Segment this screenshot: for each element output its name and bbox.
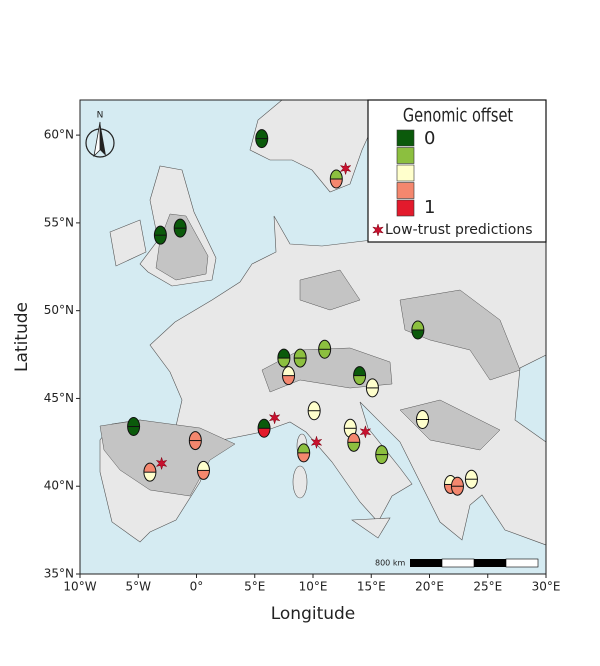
marker-top (330, 170, 343, 179)
marker-bottom (174, 228, 187, 238)
y-tick-label: 45°N (44, 391, 74, 405)
marker-top (297, 443, 310, 453)
markers (127, 129, 478, 496)
x-tick-label: 15°E (357, 580, 386, 594)
marker-bottom (143, 472, 156, 482)
marker-top (411, 320, 424, 330)
scale-segment (441, 558, 475, 568)
low-trust-star (310, 435, 323, 450)
legend-star (372, 223, 384, 237)
marker-top (308, 401, 321, 411)
legend-swatch (396, 199, 415, 217)
marker-top (465, 470, 478, 480)
x-tick-label: 10°W (63, 580, 96, 594)
x-tick-label: 20°E (415, 580, 444, 594)
marker-top (347, 433, 360, 443)
y-tick-label: 55°N (44, 215, 74, 229)
legend-star-label: Low-trust predictions (385, 222, 533, 238)
marker-bottom (318, 349, 331, 359)
sicily (351, 517, 391, 539)
low-trust-star (339, 161, 352, 176)
marker-bottom (308, 410, 321, 420)
scale-segment (474, 559, 506, 567)
y-tick-label: 50°N (44, 303, 74, 317)
y-tick-label: 40°N (44, 479, 74, 493)
legend-swatch (396, 147, 415, 164)
marker-bottom (255, 138, 268, 148)
y-tick-label: 35°N (44, 567, 74, 581)
legend-swatch (396, 164, 415, 182)
marker-top (197, 461, 210, 471)
marker-top (277, 349, 290, 359)
marker-top (255, 129, 268, 139)
legend-low-label: 0 (424, 128, 435, 149)
scale-bar: 800 km (375, 558, 539, 568)
marker-bottom (411, 329, 424, 339)
marker-bottom (154, 235, 167, 245)
scale-segment (410, 559, 442, 567)
north-arrow: N (85, 111, 115, 158)
marker-bottom (277, 358, 290, 368)
x-tick-label: 5°E (244, 580, 265, 594)
sardinia (292, 465, 308, 499)
marker-bottom (451, 486, 464, 496)
ireland (109, 219, 147, 267)
low-trust-star (155, 456, 168, 471)
marker-bottom (189, 440, 202, 450)
marker-top (416, 410, 429, 420)
legend-title: Genomic offset (403, 105, 513, 127)
x-tick-label: 25°E (473, 580, 502, 594)
low-trust-star (268, 410, 281, 425)
legend-swatch (396, 129, 415, 147)
y-axis-title: Latitude (12, 302, 32, 372)
marker-bottom (297, 452, 310, 462)
x-tick-label: 0° (190, 580, 204, 594)
marker-top (174, 219, 187, 229)
scale-label: 800 km (375, 559, 405, 568)
x-tick-label: 5°W (126, 580, 152, 594)
compass-needle (100, 122, 106, 156)
marker-top (318, 340, 331, 350)
marker-bottom (197, 470, 210, 480)
legend-high-label: 1 (424, 197, 435, 218)
legend-swatch (396, 182, 415, 199)
x-axis-title: Longitude (271, 604, 356, 624)
marker-top (282, 366, 295, 376)
scale-segment (505, 558, 539, 568)
marker-top (258, 419, 271, 429)
legend: Genomic offset 0 1 Low-trust predictions (367, 99, 547, 243)
compass-needle (93, 121, 101, 158)
axes: 10°W 5°W 0° 5°E 10°E 15°E 20°E 25°E 30°E 35°N 40°N… (44, 128, 561, 594)
marker-bottom (258, 428, 271, 438)
marker-bottom (330, 179, 343, 188)
x-tick-label: 10°E (299, 580, 328, 594)
north-label: N (97, 111, 104, 121)
marker-bottom (347, 442, 360, 452)
marker-top (189, 431, 202, 441)
marker-bottom (375, 454, 388, 464)
marker-top (143, 463, 156, 473)
marker-top (344, 419, 357, 429)
marker-bottom (366, 387, 379, 397)
marker-top (451, 477, 464, 487)
marker-bottom (282, 375, 295, 385)
marker-bottom (416, 419, 429, 429)
marker-top (375, 445, 388, 455)
marker-top (294, 349, 307, 359)
scandinavia (249, 100, 399, 193)
marker-top (154, 226, 167, 236)
marker-bottom (353, 375, 366, 385)
y-tick-label: 60°N (44, 128, 74, 142)
x-tick-label: 30°E (532, 580, 561, 594)
marker-bottom (127, 426, 140, 436)
range-central (299, 269, 361, 311)
marker-bottom (294, 358, 307, 368)
marker-top (127, 417, 140, 427)
low-trust-star (359, 424, 372, 439)
marker-bottom (465, 479, 478, 489)
marker-top (366, 378, 379, 388)
marker-top (353, 366, 366, 376)
